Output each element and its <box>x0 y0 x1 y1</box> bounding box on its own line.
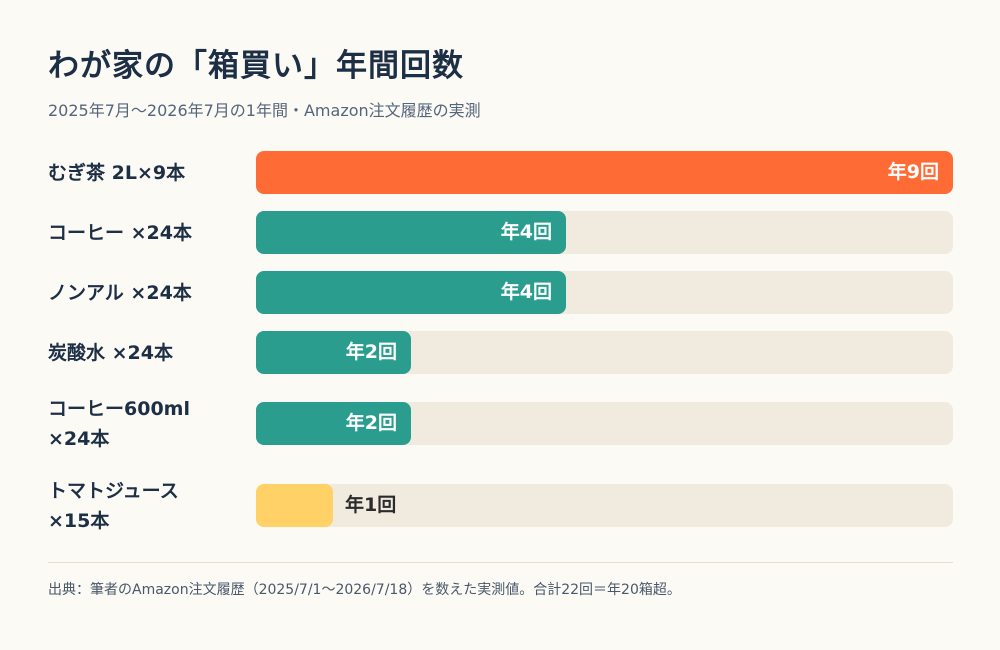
bar <box>256 484 333 527</box>
category-label: トマトジュース ×15本 <box>48 476 243 536</box>
chart-subtitle: 2025年7月〜2026年7月の1年間・Amazon注文履歴の実測 <box>48 101 481 120</box>
bar-track: 年4回 <box>256 271 953 314</box>
bar <box>256 151 953 194</box>
divider <box>48 562 953 563</box>
category-label-text: むぎ茶 2L×9本 <box>48 161 186 184</box>
value-label: 年9回 <box>887 161 939 183</box>
source-note: 出典：筆者のAmazon注文履歴（2025/7/1〜2026/7/18）を数えた… <box>48 582 681 598</box>
category-label-text: トマトジュース ×15本 <box>48 480 179 532</box>
category-label-text: ノンアル ×24本 <box>48 281 192 304</box>
value-label: 年2回 <box>345 341 397 363</box>
value-label: 年1回 <box>345 494 397 516</box>
category-label-text: 炭酸水 ×24本 <box>48 341 173 364</box>
bar-track: 年1回 <box>256 484 953 527</box>
bar-track: 年2回 <box>256 402 953 445</box>
bar <box>256 211 566 254</box>
bar-track: 年4回 <box>256 211 953 254</box>
category-label: 炭酸水 ×24本 <box>48 331 243 374</box>
category-label-text: コーヒー ×24本 <box>48 221 192 244</box>
bar <box>256 271 566 314</box>
bar <box>256 331 411 374</box>
value-label: 年4回 <box>500 281 552 303</box>
category-label: コーヒー ×24本 <box>48 211 243 254</box>
bar-track: 年9回 <box>256 151 953 194</box>
category-label: コーヒー600ml ×24本 <box>48 394 243 454</box>
category-label: むぎ茶 2L×9本 <box>48 151 243 194</box>
bar-track: 年2回 <box>256 331 953 374</box>
bar <box>256 402 411 445</box>
category-label: ノンアル ×24本 <box>48 271 243 314</box>
chart-title: わが家の「箱買い」年間回数 <box>48 48 464 84</box>
category-label-text: コーヒー600ml ×24本 <box>48 398 190 450</box>
value-label: 年2回 <box>345 412 397 434</box>
value-label: 年4回 <box>500 221 552 243</box>
